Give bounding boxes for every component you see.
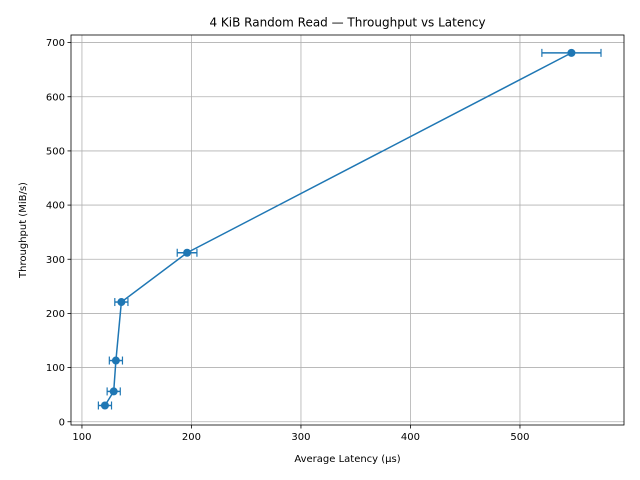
data-point bbox=[183, 248, 192, 257]
plot-frame bbox=[70, 34, 625, 426]
x-axis: 100 200 300 400 500 bbox=[72, 425, 530, 443]
x-tick-label: 300 bbox=[291, 432, 310, 443]
y-tick-label: 500 bbox=[46, 146, 65, 157]
y-tick-label: 400 bbox=[46, 201, 65, 212]
x-tick-label: 200 bbox=[182, 432, 201, 443]
y-tick-label: 100 bbox=[46, 363, 65, 374]
x-tick-label: 100 bbox=[72, 432, 91, 443]
y-axis-label: Throughput (MiB/s) bbox=[18, 182, 29, 279]
data-point bbox=[100, 401, 109, 410]
data-point bbox=[109, 387, 118, 396]
series-line bbox=[104, 52, 572, 406]
y-tick-label: 600 bbox=[46, 92, 65, 103]
y-tick-label: 0 bbox=[59, 417, 65, 428]
data-point bbox=[567, 48, 576, 57]
y-tick-label: 200 bbox=[46, 309, 65, 320]
x-tick-label: 400 bbox=[401, 432, 420, 443]
y-tick-label: 700 bbox=[46, 38, 65, 49]
x-tick-label: 500 bbox=[510, 432, 529, 443]
data-point bbox=[117, 298, 126, 307]
y-axis: 0 100 200 300 400 500 600 700 bbox=[46, 38, 71, 428]
y-tick-label: 300 bbox=[46, 255, 65, 266]
chart-title: 4 KiB Random Read — Throughput vs Latenc… bbox=[209, 16, 485, 30]
series-layer bbox=[97, 48, 602, 410]
x-axis-label: Average Latency (µs) bbox=[294, 454, 400, 465]
grid bbox=[71, 35, 624, 425]
data-point bbox=[111, 356, 120, 365]
